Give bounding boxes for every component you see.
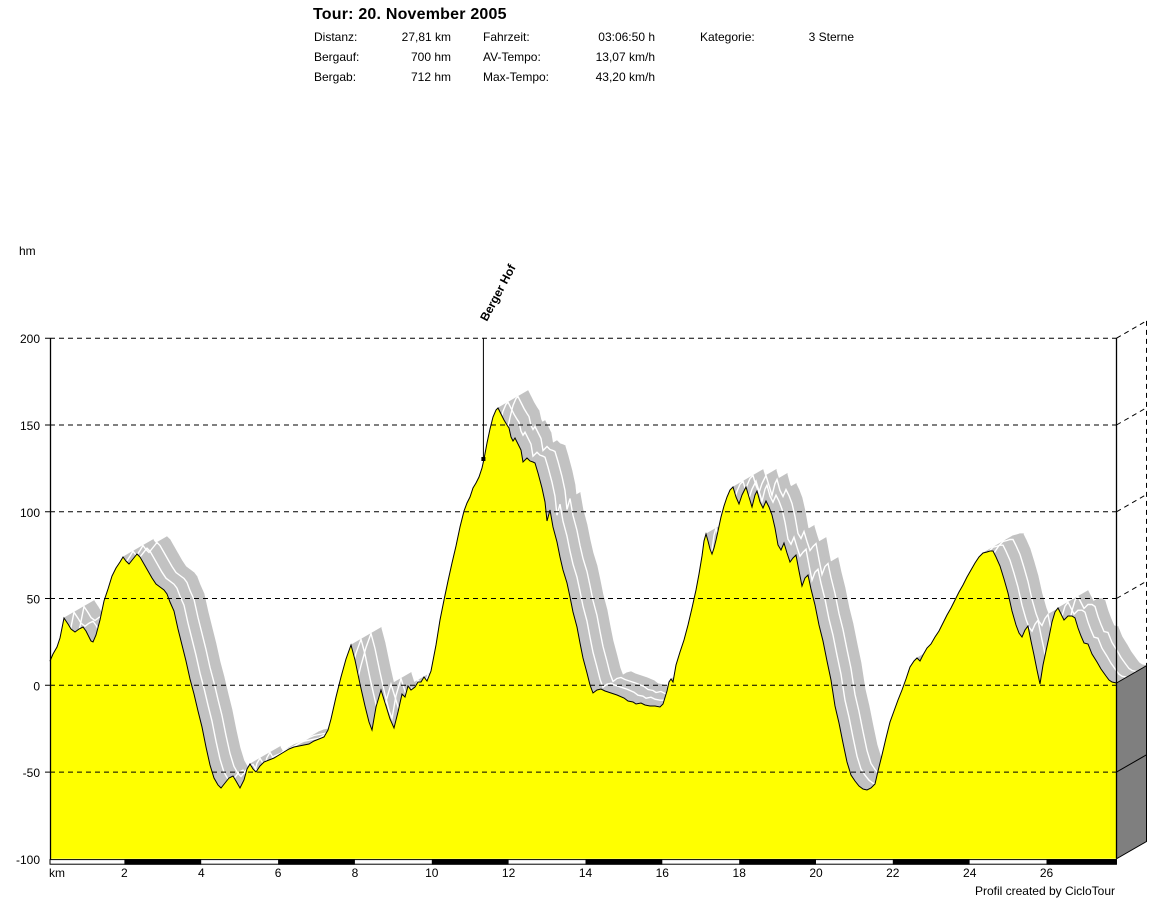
svg-text:Tour: 20. November 2005: Tour: 20. November 2005	[313, 6, 507, 23]
svg-text:14: 14	[579, 866, 593, 880]
svg-text:03:06:50 h: 03:06:50 h	[598, 30, 655, 44]
svg-text:700 hm: 700 hm	[411, 50, 451, 64]
svg-text:100: 100	[20, 506, 40, 520]
svg-text:Distanz:: Distanz:	[314, 30, 357, 44]
svg-text:712 hm: 712 hm	[411, 70, 451, 84]
svg-text:6: 6	[275, 866, 282, 880]
svg-text:26: 26	[1040, 866, 1054, 880]
svg-text:hm: hm	[19, 244, 36, 258]
svg-text:Kategorie:: Kategorie:	[700, 30, 755, 44]
svg-text:150: 150	[20, 419, 40, 433]
svg-text:4: 4	[198, 866, 205, 880]
svg-text:-100: -100	[16, 853, 40, 867]
svg-text:50: 50	[27, 593, 41, 607]
svg-text:24: 24	[963, 866, 977, 880]
svg-text:Max-Tempo:: Max-Tempo:	[483, 70, 549, 84]
svg-text:13,07 km/h: 13,07 km/h	[596, 50, 655, 64]
svg-text:Bergab:: Bergab:	[314, 70, 356, 84]
svg-text:200: 200	[20, 332, 40, 346]
svg-text:18: 18	[733, 866, 747, 880]
svg-text:-50: -50	[23, 766, 41, 780]
svg-text:AV-Tempo:: AV-Tempo:	[483, 50, 541, 64]
svg-text:0: 0	[33, 679, 40, 693]
svg-text:27,81 km: 27,81 km	[402, 30, 451, 44]
svg-text:16: 16	[656, 866, 670, 880]
svg-text:10: 10	[425, 866, 439, 880]
svg-text:3 Sterne: 3 Sterne	[809, 30, 855, 44]
svg-text:Profil created by CicloTour: Profil created by CicloTour	[975, 884, 1115, 898]
svg-text:Fahrzeit:: Fahrzeit:	[483, 30, 530, 44]
svg-text:8: 8	[352, 866, 359, 880]
svg-text:12: 12	[502, 866, 516, 880]
svg-text:2: 2	[121, 866, 128, 880]
svg-text:Bergauf:: Bergauf:	[314, 50, 359, 64]
svg-text:km: km	[49, 866, 65, 880]
svg-text:22: 22	[886, 866, 900, 880]
svg-text:43,20 km/h: 43,20 km/h	[596, 70, 655, 84]
svg-text:20: 20	[809, 866, 823, 880]
